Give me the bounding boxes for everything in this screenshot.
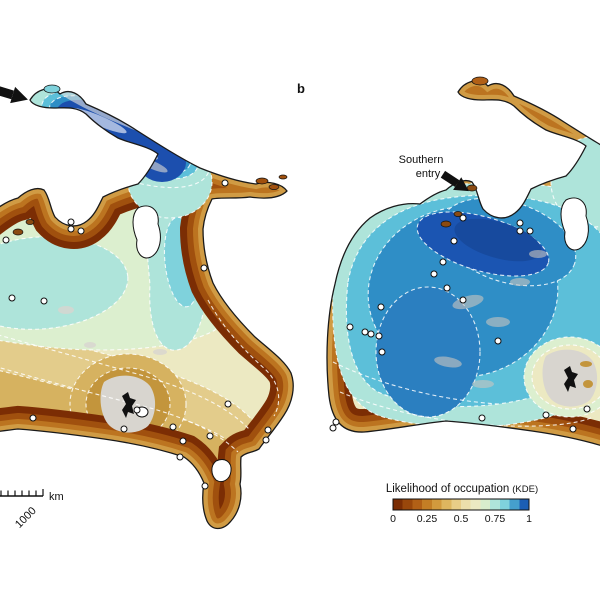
site-dot [8, 294, 16, 302]
panel-a-map [0, 84, 294, 530]
scale-bar: km 1000 [0, 489, 64, 531]
site-dot [67, 218, 75, 226]
site-dot [361, 328, 369, 336]
site-dot [367, 330, 375, 338]
legend-title: Likelihood of occupation (KDE) [386, 483, 538, 495]
site-dot [569, 425, 577, 433]
site-dot [494, 337, 502, 345]
site-dots-panel-a [2, 179, 272, 490]
site-dot [77, 227, 85, 235]
lake-carpentaria-a [132, 205, 161, 259]
lake-eyre-symbol-a [122, 392, 136, 418]
site-dot [201, 482, 209, 490]
island-a [43, 84, 61, 94]
site-dot [332, 418, 340, 426]
site-dot [542, 411, 550, 419]
site-dot [478, 414, 486, 422]
site-dot [29, 414, 37, 422]
northern-entry-arrow-icon [0, 84, 28, 104]
southern-entry-arrow-icon [440, 170, 469, 192]
site-dot [221, 179, 229, 187]
site-dot [377, 303, 385, 311]
site-dot [169, 423, 177, 431]
panel-b-label: b [297, 81, 305, 96]
legend-tick-3: 0.75 [485, 513, 506, 525]
site-dot [67, 225, 75, 233]
site-dot [516, 227, 524, 235]
site-dot [526, 227, 534, 235]
site-dot [176, 453, 184, 461]
site-dot [375, 332, 383, 340]
southern-entry-annotation: Southern entry [399, 154, 469, 192]
scale-unit-label: km [49, 491, 64, 503]
site-dot [583, 405, 591, 413]
site-dot [443, 284, 451, 292]
site-dot [439, 258, 447, 266]
legend-tick-0: 0 [390, 513, 396, 525]
island-b [471, 76, 489, 86]
site-dot [2, 236, 10, 244]
site-dot [200, 264, 208, 272]
site-dot [459, 214, 467, 222]
site-dot [378, 348, 386, 356]
site-dot [459, 296, 467, 304]
southern-entry-line1: Southern [399, 154, 444, 166]
site-dot [329, 424, 337, 432]
bass-lake-a [211, 459, 232, 483]
site-dot [224, 400, 232, 408]
lake-eyre-symbol-b [564, 366, 578, 392]
legend-colorbar [392, 498, 530, 511]
lake-carpentaria-b [560, 197, 589, 251]
site-dot [516, 219, 524, 227]
site-dot [346, 323, 354, 331]
legend-tick-1: 0.25 [417, 513, 438, 525]
site-dot [262, 436, 270, 444]
kde-legend: Likelihood of occupation (KDE) 0 0.25 0.5… [386, 483, 538, 525]
site-dot [264, 426, 272, 434]
site-dot [206, 432, 214, 440]
southern-entry-line2: entry [416, 168, 441, 180]
site-dot [40, 297, 48, 305]
legend-tick-2: 0.5 [454, 513, 469, 525]
site-dot [120, 425, 128, 433]
panel-b-map [326, 76, 600, 522]
site-dot [133, 406, 141, 414]
site-dots-panel-b [329, 214, 591, 433]
legend-tick-4: 1 [526, 513, 532, 525]
site-dot [179, 437, 187, 445]
site-dot [450, 237, 458, 245]
scale-distance-label: 1000 [13, 505, 39, 531]
site-dot [430, 270, 438, 278]
